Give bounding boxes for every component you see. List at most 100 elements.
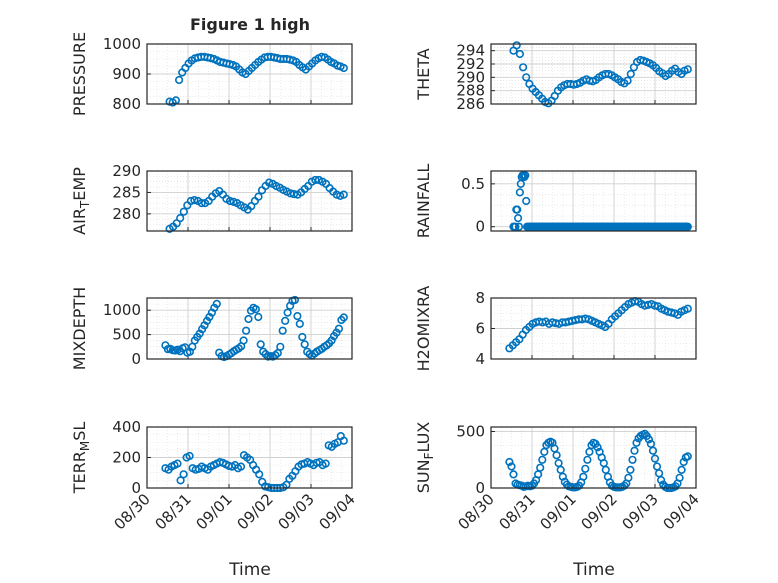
y-tick-label: 0 bbox=[131, 350, 141, 368]
data-point bbox=[317, 52, 326, 62]
x-tick-label: 09/02 bbox=[234, 490, 277, 533]
data-point bbox=[648, 446, 658, 455]
y-axis-label-theta: THETA bbox=[414, 48, 433, 100]
y-tick-label: 400 bbox=[112, 418, 141, 436]
data-point bbox=[255, 470, 264, 479]
x-tick-label: 09/03 bbox=[275, 490, 318, 533]
y-tick-label: 294 bbox=[456, 42, 485, 60]
axes-frame bbox=[146, 297, 353, 360]
y-tick-label: 0 bbox=[131, 479, 141, 497]
data-point bbox=[300, 340, 309, 349]
y-tick-label: 285 bbox=[112, 183, 141, 201]
data-point bbox=[683, 222, 692, 231]
x-axis-label-left: Time bbox=[228, 560, 271, 580]
y-tick-label: 900 bbox=[112, 65, 141, 83]
data-point bbox=[175, 75, 184, 85]
y-tick-label: 1000 bbox=[103, 35, 141, 53]
y-tick-label: 292 bbox=[456, 55, 485, 73]
data-point bbox=[265, 178, 274, 187]
y-axis-label-terr_msl: TERRMSL bbox=[70, 422, 92, 495]
y-tick-label: 290 bbox=[112, 162, 141, 180]
data-point bbox=[176, 476, 185, 485]
data-point bbox=[624, 473, 633, 482]
data-point bbox=[683, 452, 692, 461]
data-point bbox=[683, 304, 692, 313]
y-axis-label-sun_flux: SUNFLUX bbox=[414, 422, 436, 494]
data-point bbox=[293, 312, 302, 321]
x-tick-label: 09/01 bbox=[537, 490, 580, 533]
panel-rainfall: 0 0.5 RAINFALL bbox=[414, 164, 697, 239]
data-point bbox=[675, 473, 684, 482]
data-point bbox=[236, 462, 246, 471]
data-point bbox=[521, 171, 530, 180]
data-point bbox=[623, 76, 632, 85]
y-tick-label: 280 bbox=[112, 205, 141, 223]
panel-h2omixra: 4 6 8 H2OMIXRA bbox=[414, 286, 697, 371]
data-point bbox=[251, 305, 260, 314]
data-point bbox=[505, 457, 514, 467]
data-point bbox=[239, 336, 248, 345]
panel-sun_flux: 0500SUNFLUX08/3008/3109/0109/0209/0309/0… bbox=[414, 422, 703, 534]
x-tick-label: 09/03 bbox=[619, 490, 662, 533]
data-point bbox=[640, 429, 649, 438]
y-axis-label-air_temp: AIRTEMP bbox=[70, 167, 92, 235]
y-tick-label: 0 bbox=[475, 479, 485, 497]
data-point bbox=[176, 214, 185, 223]
data-point bbox=[620, 481, 629, 490]
data-point bbox=[515, 188, 525, 197]
data-point bbox=[295, 319, 304, 329]
data-point bbox=[552, 451, 561, 460]
x-tick-label: 09/04 bbox=[660, 490, 703, 533]
data-point bbox=[518, 63, 528, 72]
y-axis-label-mixdepth: MIXDEPTH bbox=[70, 287, 89, 370]
data-point bbox=[656, 476, 666, 485]
panel-air_temp: 280 285 290 AIRTEMP bbox=[70, 162, 353, 235]
data-point bbox=[276, 342, 285, 351]
data-point bbox=[513, 214, 523, 223]
data-point bbox=[538, 455, 547, 464]
data-point bbox=[334, 324, 344, 333]
data-point bbox=[254, 192, 263, 201]
data-point bbox=[509, 470, 518, 479]
data-point bbox=[339, 63, 348, 73]
data-point bbox=[515, 49, 525, 59]
data-point bbox=[311, 175, 320, 185]
y-tick-label: 288 bbox=[456, 82, 485, 100]
data-point bbox=[290, 295, 300, 305]
data-point bbox=[579, 472, 588, 481]
data-point bbox=[197, 199, 206, 208]
data-point bbox=[514, 222, 524, 231]
data-point bbox=[513, 205, 522, 214]
data-point bbox=[628, 455, 637, 464]
data-point bbox=[583, 455, 592, 464]
x-tick-label: 09/04 bbox=[316, 490, 359, 533]
x-axis-label-right: Time bbox=[572, 560, 615, 580]
data-point bbox=[650, 454, 660, 463]
data-point bbox=[179, 207, 188, 216]
axes-frame bbox=[146, 170, 353, 232]
data-point bbox=[321, 459, 330, 468]
data-point bbox=[522, 73, 531, 82]
axes-frame bbox=[490, 297, 697, 360]
data-point bbox=[527, 481, 537, 490]
y-tick-label: 800 bbox=[112, 95, 141, 113]
data-point bbox=[632, 438, 641, 447]
y-tick-label: 6 bbox=[475, 320, 485, 338]
data-point bbox=[289, 190, 299, 199]
y-axis-label-rainfall: RAINFALL bbox=[414, 164, 433, 239]
data-point bbox=[298, 332, 307, 342]
data-point bbox=[650, 301, 659, 310]
data-point bbox=[677, 465, 686, 475]
y-tick-label: 0.5 bbox=[461, 175, 485, 193]
panel-pressure: 800 900 1000 PRESSURE bbox=[70, 32, 353, 116]
data-point bbox=[185, 451, 194, 461]
data-point bbox=[581, 464, 590, 473]
data-point bbox=[339, 436, 348, 445]
axes-frame bbox=[490, 43, 697, 105]
data-point bbox=[626, 465, 635, 475]
panel-terr_msl: 0200400TERRMSL08/3008/3109/0109/0209/030… bbox=[70, 418, 359, 533]
data-point bbox=[212, 299, 221, 309]
axes-frame bbox=[490, 426, 697, 489]
data-point bbox=[679, 457, 688, 467]
